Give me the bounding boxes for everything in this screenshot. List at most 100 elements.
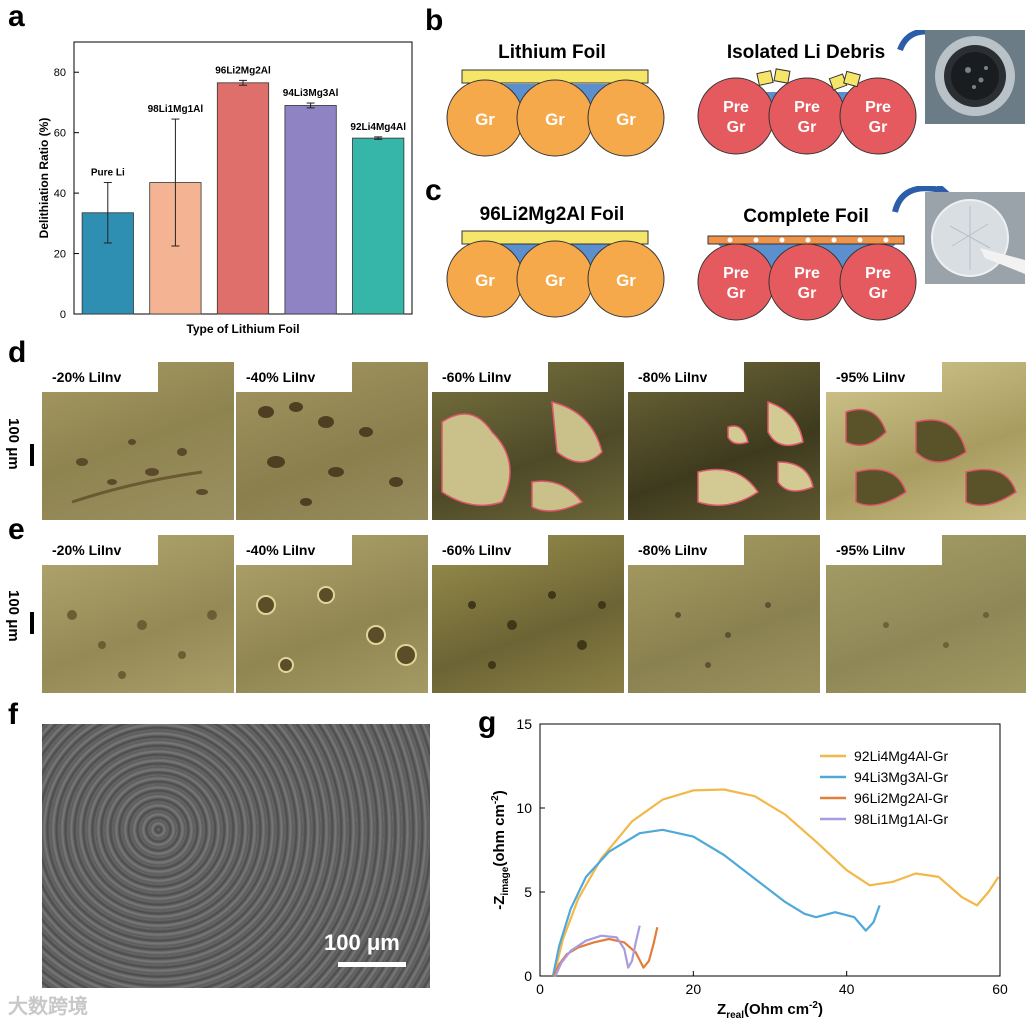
- scale-bar: [30, 612, 34, 634]
- gr-label: Gr: [545, 271, 565, 290]
- x-tick-label: 60: [992, 981, 1008, 997]
- y-tick-label: 20: [54, 249, 66, 261]
- isolated-li-debris-title: Isolated Li Debris: [727, 42, 885, 63]
- pre-graphite-particle: [768, 243, 846, 321]
- y-tick-label: 5: [524, 884, 532, 900]
- bar-category-label: 92Li4Mg4Al: [350, 122, 406, 133]
- micrograph-d-3: -60% LiInv: [432, 362, 624, 520]
- error-bars: [103, 79, 383, 247]
- bar-category-label: 96Li2Mg2Al: [215, 65, 271, 76]
- schematic-b: Lithium Foil Gr Gr Gr Isolated Li Debris…: [446, 30, 1025, 157]
- legend-label: 96Li2Mg2Al-Gr: [854, 790, 948, 806]
- bar-category-label: 94Li3Mg3Al: [283, 88, 339, 99]
- schematic-c: 96Li2Mg2Al Foil Gr Gr Gr Complete Foil P…: [446, 186, 1025, 321]
- alloy-foil-title: 96Li2Mg2Al Foil: [480, 204, 625, 225]
- bar-labels: Pure Li 98Li1Mg1Al 96Li2Mg2Al 94Li3Mg3Al 92L…: [91, 65, 406, 178]
- legend-label: 92Li4Mg4Al-Gr: [854, 748, 948, 764]
- micrograph-texture: [883, 612, 989, 648]
- bar: [352, 137, 405, 315]
- pre-label: Pre: [794, 99, 820, 116]
- lithium-foil-title: Lithium Foil: [498, 42, 606, 63]
- legend-label: 94Li3Mg3Al-Gr: [854, 769, 948, 785]
- panel-label-f: f: [8, 698, 18, 731]
- y-tick-label: 0: [524, 968, 532, 984]
- panel-label-g: g: [478, 706, 497, 739]
- scale-label: 100 μm: [324, 930, 400, 955]
- micrograph-label: -60% LiInv: [432, 362, 548, 392]
- pre-graphite-particle: [839, 77, 917, 155]
- nyquist-chart-g: 0 20 40 60 0 5 10 15 92Li4Mg4Al-Gr 94Li3Mg3Al-Gr…: [490, 716, 1008, 1020]
- micrograph-texture: [71, 439, 208, 504]
- gr-label: Gr: [869, 119, 888, 136]
- x-tick-label: 20: [686, 981, 702, 997]
- watermark: 大数跨境: [8, 996, 88, 1018]
- bar: [216, 82, 270, 315]
- bar: [284, 105, 337, 315]
- micrograph-d-5: -95% LiInv: [826, 362, 1026, 520]
- gr-label: Gr: [869, 285, 888, 302]
- micrograph-label: -95% LiInv: [826, 362, 942, 392]
- series-line: [551, 828, 881, 977]
- pre-label: Pre: [865, 265, 891, 282]
- panel-label-b: b: [425, 4, 444, 37]
- panel-label-e: e: [8, 513, 25, 546]
- scale-bar: [338, 962, 406, 967]
- scale-bar: [30, 444, 34, 466]
- y-axis-label: -Zimage(ohm cm-2): [490, 790, 511, 910]
- micrograph-label: -80% LiInv: [628, 535, 744, 565]
- micrograph-texture: [697, 400, 814, 507]
- graphite-particle: [587, 79, 665, 157]
- li-debris: [756, 70, 774, 86]
- micrograph-texture: [468, 591, 606, 669]
- arrow-icon: [892, 186, 941, 213]
- micrograph-e-4: -80% LiInv: [628, 535, 820, 693]
- micrograph-d-4: -80% LiInv: [628, 362, 820, 520]
- scale-label: 100 μm: [5, 590, 22, 642]
- x-axis-label: Zreal(Ohm cm-2): [717, 1000, 823, 1020]
- x-axis-label: Type of Lithium Foil: [186, 322, 299, 336]
- axis-ticks: 0 20 40 60 0 5 10 15: [516, 716, 1008, 997]
- y-tick-label: 0: [60, 309, 66, 321]
- micrograph-texture: [258, 402, 403, 506]
- micrograph-d-1: -20% LiInv: [42, 362, 234, 520]
- pre-graphite-particle: [697, 243, 775, 321]
- photo-complete-foil: [925, 192, 1025, 284]
- y-ticks: 0 20 40 60 80: [54, 67, 79, 321]
- y-tick-label: 15: [516, 716, 532, 732]
- li-debris: [773, 68, 791, 84]
- legend: 92Li4Mg4Al-Gr 94Li3Mg3Al-Gr 96Li2Mg2Al-Gr 9…: [820, 748, 948, 827]
- li-debris: [843, 70, 861, 88]
- micrograph-label: -20% LiInv: [42, 362, 158, 392]
- y-tick-label: 60: [54, 128, 66, 140]
- pre-graphite-particle: [839, 243, 917, 321]
- bar-chart-a: 0 20 40 60 80 Pure Li 98Li1Mg1Al 96Li2Mg2Al 94L…: [37, 41, 413, 336]
- panel-label-d: d: [8, 336, 27, 369]
- gr-label: Gr: [545, 110, 565, 129]
- micrograph-e-2: -40% LiInv: [236, 535, 428, 693]
- gr-label: Gr: [616, 110, 636, 129]
- legend-label: 98Li1Mg1Al-Gr: [854, 811, 948, 827]
- bar-category-label: Pure Li: [91, 168, 125, 179]
- micrograph-label: -40% LiInv: [236, 362, 352, 392]
- micrograph-e-5: -95% LiInv: [826, 535, 1026, 693]
- micrograph-label: -20% LiInv: [42, 535, 158, 565]
- bars: [81, 82, 405, 315]
- micrograph-texture: [256, 586, 417, 673]
- series-line: [554, 925, 641, 977]
- series-lines: [551, 788, 1000, 977]
- y-tick-label: 10: [516, 800, 532, 816]
- micrograph-label: -95% LiInv: [826, 535, 942, 565]
- micrograph-texture: [845, 408, 1017, 507]
- gr-label: Gr: [616, 271, 636, 290]
- pre-label: Pre: [794, 265, 820, 282]
- micrograph-e-1: -20% LiInv: [42, 535, 234, 693]
- sem-image-f: 100 μm: [42, 724, 430, 988]
- micrograph-label: -60% LiInv: [432, 535, 548, 565]
- gr-label: Gr: [798, 285, 817, 302]
- panel-label-c: c: [425, 174, 442, 207]
- series-line: [552, 788, 1000, 977]
- gr-label: Gr: [727, 119, 746, 136]
- complete-foil-title: Complete Foil: [743, 206, 869, 227]
- bar-category-label: 98Li1Mg1Al: [148, 104, 204, 115]
- gr-label: Gr: [475, 110, 495, 129]
